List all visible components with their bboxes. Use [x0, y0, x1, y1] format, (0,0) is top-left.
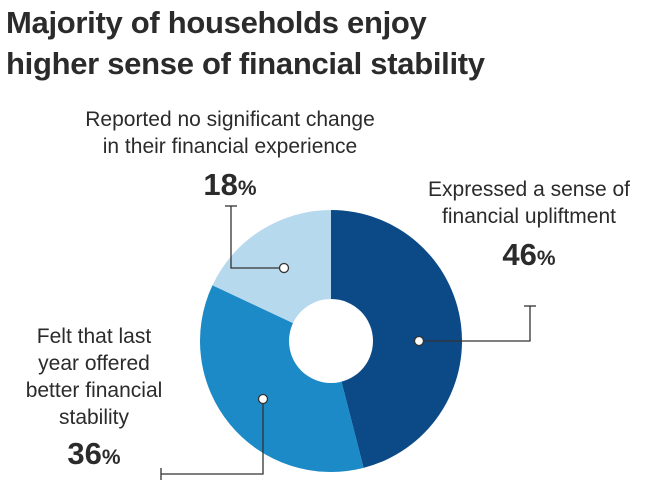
slice-label-uplift-line-1: Expressed a sense of — [428, 178, 630, 201]
slice-label-uplift-line-2: financial upliftment — [442, 205, 616, 228]
slice-no-change — [212, 210, 331, 341]
leader-uplift — [413, 305, 536, 347]
leader-uplift-line — [419, 306, 531, 342]
leader-no-change — [225, 205, 290, 274]
leader-last-year-dot — [257, 393, 269, 405]
slice-value-last-year-number: 36 — [67, 436, 102, 471]
slice-label-last-year-line-1: Felt that last — [36, 325, 152, 348]
chart-title-line-1: Majority of households enjoy — [6, 5, 427, 40]
chart-title-line-2: higher sense of financial stability — [6, 46, 485, 81]
slice-value-no-change-percent: % — [237, 177, 257, 200]
chart-title: Majority of households enjoy higher sens… — [6, 2, 606, 84]
leader-last-year-line — [161, 399, 264, 475]
donut-hole — [289, 299, 373, 383]
slice-label-uplift: Expressed a sense of financial upliftmen… — [418, 176, 640, 278]
slice-value-no-change: 18% — [60, 166, 400, 208]
slice-label-no-change: Reported no significant change in their … — [60, 106, 400, 208]
slice-value-uplift-number: 46 — [502, 237, 537, 272]
slice-label-no-change-line-2: in their financial experience — [102, 135, 358, 158]
leader-uplift-dot — [413, 335, 425, 347]
slice-value-uplift-percent: % — [536, 247, 556, 270]
slice-label-last-year-line-2: year offered — [38, 352, 150, 375]
slice-label-last-year: Felt that last year offered better finan… — [8, 323, 180, 477]
leader-last-year — [160, 393, 269, 480]
slice-value-last-year-percent: % — [101, 446, 121, 469]
slice-label-no-change-line-1: Reported no significant change — [85, 108, 375, 131]
slice-label-last-year-line-3: better financial — [25, 379, 163, 402]
slice-uplift — [331, 210, 463, 468]
leader-no-change-dot — [278, 262, 290, 274]
slice-value-uplift: 46% — [418, 236, 640, 278]
leader-no-change-line — [230, 206, 284, 269]
slice-last-year — [199, 285, 364, 472]
slice-value-last-year: 36% — [8, 435, 180, 477]
slice-value-no-change-number: 18 — [203, 167, 238, 202]
slice-label-last-year-line-4: stability — [58, 406, 130, 429]
